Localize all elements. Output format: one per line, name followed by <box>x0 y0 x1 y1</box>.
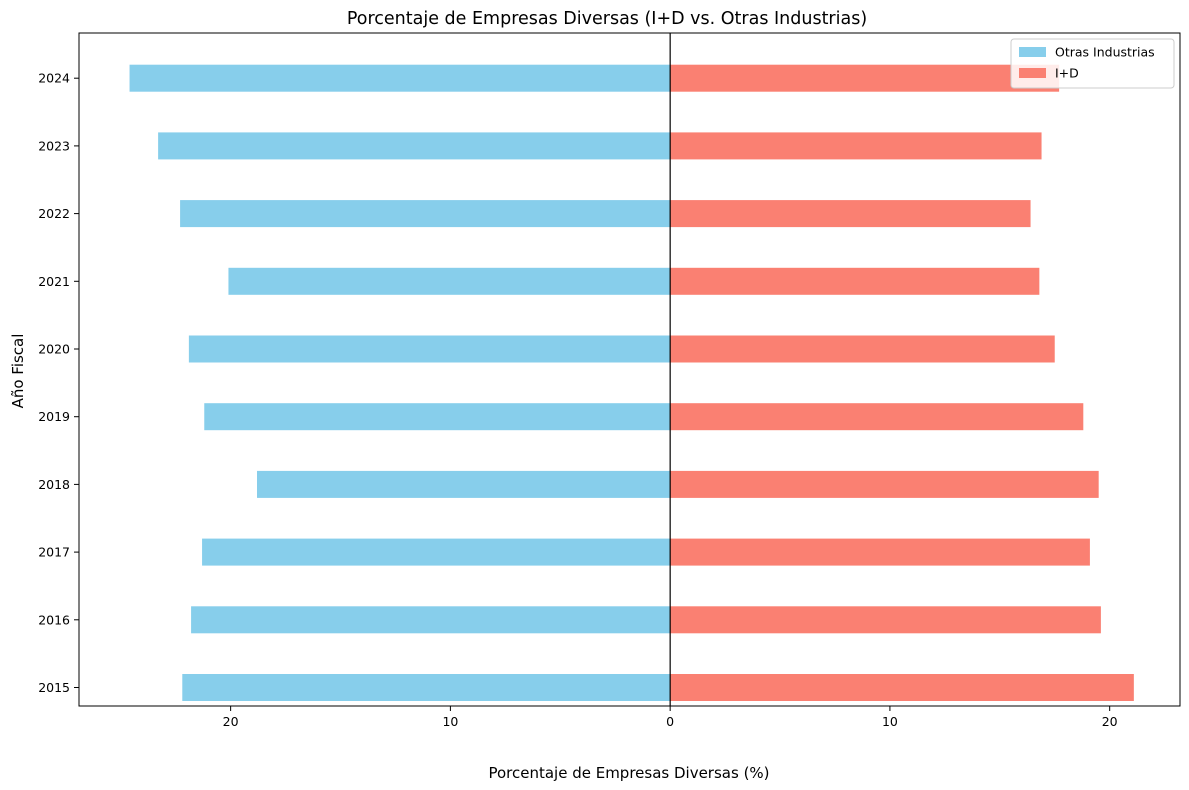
bar-id-2018 <box>670 470 1099 498</box>
y-tick-label: 2022 <box>38 206 70 221</box>
bar-id-2017 <box>670 538 1090 566</box>
y-tick-label: 2017 <box>38 545 70 560</box>
legend-swatch <box>1019 47 1046 57</box>
y-tick-label: 2023 <box>38 138 70 153</box>
y-axis-label: Año Fiscal <box>9 334 27 409</box>
x-axis-label: Porcentaje de Empresas Diversas (%) <box>488 764 769 782</box>
bar-otras-2023 <box>158 132 671 160</box>
x-tick-label: 20 <box>223 714 239 729</box>
y-tick-label: 2021 <box>38 274 70 289</box>
bar-id-2022 <box>670 200 1031 228</box>
bar-id-2023 <box>670 132 1042 160</box>
bar-otras-2024 <box>129 64 671 92</box>
bar-id-2021 <box>670 267 1040 295</box>
bar-otras-2015 <box>182 674 671 701</box>
bar-otras-2019 <box>204 403 671 431</box>
y-tick-label: 2020 <box>38 342 70 357</box>
y-tick-label: 2016 <box>38 612 70 627</box>
plot-area <box>129 33 1134 706</box>
x-tick-label: 10 <box>442 714 458 729</box>
y-tick-label: 2019 <box>38 409 70 424</box>
x-axis: 20 10 0 10 20 <box>223 706 1118 729</box>
bar-otras-2017 <box>202 538 671 566</box>
bar-id-2015 <box>670 674 1134 701</box>
chart-title: Porcentaje de Empresas Diversas (I+D vs.… <box>347 9 867 29</box>
plot-frame <box>78 32 1181 707</box>
legend-label: Otras Industrias <box>1055 45 1155 60</box>
legend: Otras Industrias I+D <box>1010 38 1175 89</box>
bar-id-2024 <box>670 64 1060 92</box>
x-tick-label: 20 <box>1102 714 1118 729</box>
bar-id-2019 <box>670 403 1084 431</box>
legend-box <box>1010 38 1175 89</box>
x-tick-label: 0 <box>666 714 674 729</box>
bar-id-2020 <box>670 335 1055 363</box>
bar-otras-2022 <box>180 200 671 228</box>
bar-otras-2018 <box>257 470 671 498</box>
legend-swatch <box>1019 68 1046 78</box>
y-tick-label: 2024 <box>38 71 70 86</box>
x-tick-label: 10 <box>882 714 898 729</box>
bar-otras-2016 <box>191 606 671 634</box>
legend-label: I+D <box>1055 66 1079 81</box>
bar-id-2016 <box>670 606 1101 634</box>
y-tick-label: 2015 <box>38 680 70 695</box>
y-tick-label: 2018 <box>38 477 70 492</box>
bar-otras-2021 <box>228 267 671 295</box>
bar-otras-2020 <box>188 335 671 363</box>
y-axis: 2015 2016 2017 2018 2019 2020 2021 2022 2023 2024 <box>38 71 79 695</box>
